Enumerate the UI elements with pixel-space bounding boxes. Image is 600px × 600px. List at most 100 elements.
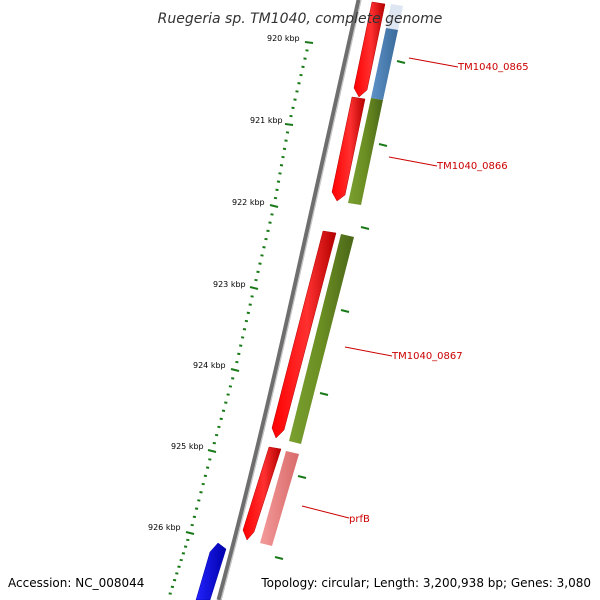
cds-arrow-tm1040-0867[interactable] xyxy=(271,230,337,439)
gene-label-prfB[interactable]: prfB xyxy=(349,514,370,525)
minor-tick xyxy=(224,401,228,404)
genome-backbone xyxy=(216,0,362,600)
minor-tick xyxy=(177,565,181,568)
major-tick-921 xyxy=(284,123,294,126)
major-tick-925 xyxy=(207,449,217,453)
minor-tick xyxy=(301,65,305,69)
minor-tick xyxy=(291,106,295,110)
minor-tick xyxy=(278,172,282,175)
minor-tick xyxy=(199,491,203,494)
minor-tick xyxy=(282,147,287,151)
minor-tick xyxy=(172,578,177,582)
minor-tick xyxy=(197,499,201,502)
minor-tick xyxy=(226,393,230,396)
minor-tick xyxy=(260,254,264,257)
minor-tick xyxy=(186,538,190,542)
minor-tick xyxy=(273,196,278,200)
minor-tick xyxy=(305,49,309,52)
minor-tick xyxy=(201,482,205,486)
cog-feature-pale xyxy=(386,4,403,30)
cog-feature-tm1040-0865[interactable] xyxy=(371,28,398,100)
minor-tick xyxy=(242,328,247,331)
minor-tick xyxy=(254,278,258,282)
major-tick-924 xyxy=(230,368,240,372)
minor-tick xyxy=(297,82,301,85)
gene-label-tm1040-0867[interactable]: TM1040_0867 xyxy=(391,351,463,362)
tick-label-926: 926 kbp xyxy=(148,523,181,532)
minor-tick xyxy=(246,311,250,315)
minor-tick xyxy=(221,409,226,412)
minor-tick xyxy=(244,319,249,323)
minor-tick xyxy=(190,523,194,527)
minor-tick xyxy=(235,360,239,364)
tick-label-920: 920 kbp xyxy=(267,34,300,43)
genome-backbone-highlight xyxy=(220,0,362,600)
tick-label-921: 921 kbp xyxy=(250,116,283,125)
minor-tick xyxy=(256,270,260,274)
minor-tick xyxy=(248,303,252,306)
tick-label-924: 924 kbp xyxy=(193,361,226,370)
minor-tick xyxy=(231,377,235,380)
minor-tick xyxy=(170,585,175,589)
tick-label-923: 923 kbp xyxy=(213,280,246,289)
minor-tick xyxy=(183,545,188,548)
gene-label-tm1040-0866[interactable]: TM1040_0866 xyxy=(436,161,508,172)
minor-tick xyxy=(217,425,221,429)
gene-callout-lines xyxy=(301,57,459,519)
cog-feature-tm1040-0867[interactable] xyxy=(289,234,354,444)
minor-tick xyxy=(279,164,284,167)
minor-tick xyxy=(205,466,210,469)
cds-arrow-prfB[interactable] xyxy=(242,446,282,541)
minor-tick xyxy=(268,221,272,224)
minor-tick xyxy=(237,352,241,356)
minor-tick xyxy=(203,474,208,478)
major-tick-922 xyxy=(269,204,279,208)
minor-tick xyxy=(303,57,307,60)
minor-tick xyxy=(276,180,281,183)
minor-tick xyxy=(212,441,216,445)
minor-tick xyxy=(179,558,183,562)
tick-label-925: 925 kbp xyxy=(171,442,204,451)
cog-feature-prfB[interactable] xyxy=(260,451,299,546)
minor-tick xyxy=(264,237,268,241)
minor-tick xyxy=(284,139,288,142)
cds-arrow-tm1040-0865[interactable] xyxy=(353,1,386,98)
map-title: Ruegeria sp. TM1040, complete genome xyxy=(158,11,443,27)
minor-tick xyxy=(208,458,212,461)
minor-tick xyxy=(258,262,262,265)
minor-tick xyxy=(214,433,219,437)
tick-marks xyxy=(185,41,314,535)
minor-tick xyxy=(289,114,293,118)
minor-tick xyxy=(293,98,297,101)
minor-tick xyxy=(250,295,254,298)
minor-tick xyxy=(270,213,274,216)
minor-tick xyxy=(275,188,279,192)
major-tick-926 xyxy=(185,531,195,535)
gene-label-tm1040-0865[interactable]: TM1040_0865 xyxy=(457,62,529,73)
minor-tick xyxy=(181,552,186,555)
minor-tick xyxy=(175,572,179,575)
cds-arrow-reverse[interactable] xyxy=(195,542,227,600)
major-tick-923 xyxy=(249,286,259,290)
minor-tick xyxy=(285,131,290,134)
minor-tick xyxy=(239,344,243,347)
genome-summary-text: Topology: circular; Length: 3,200,938 bp… xyxy=(260,576,591,590)
tick-label-922: 922 kbp xyxy=(232,198,265,207)
minor-tick xyxy=(262,246,266,249)
minor-tick xyxy=(240,336,245,339)
major-tick-920 xyxy=(304,41,314,44)
minor-tick xyxy=(299,73,303,77)
minor-tick xyxy=(281,155,285,159)
minor-tick xyxy=(219,417,223,421)
accession-text: Accession: NC_008044 xyxy=(8,576,144,590)
cog-feature-tm1040-0866[interactable] xyxy=(348,98,383,205)
minor-tick xyxy=(228,385,233,388)
minor-tick xyxy=(194,507,199,510)
minor-tick xyxy=(295,90,299,93)
minor-tick xyxy=(192,515,197,519)
cds-arrow-tm1040-0866[interactable] xyxy=(331,96,366,202)
minor-tick-marks xyxy=(168,49,309,595)
minor-tick xyxy=(168,592,172,595)
